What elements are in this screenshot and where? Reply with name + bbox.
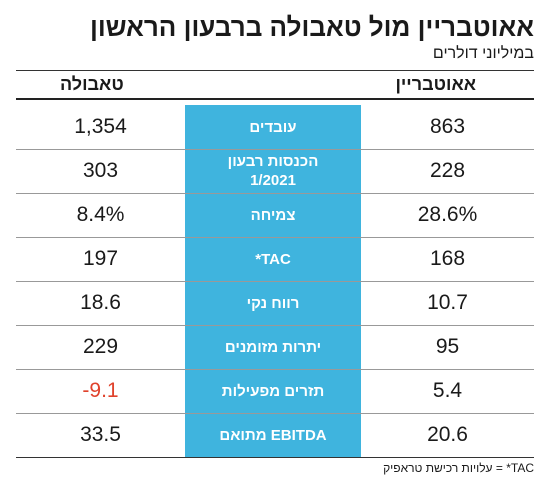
table-row: 197 TAC* 168 (16, 237, 534, 281)
metric-label: TAC* (255, 250, 291, 268)
taboola-value: 303 (82, 159, 119, 182)
chart-title: אאוטבריין מול טאבולה ברבעון הראשון (89, 12, 534, 42)
table-row: 18.6 רווח נקי 10.7 (16, 281, 534, 325)
chart-subtitle: במיליוני דולרים (432, 45, 534, 62)
outbrain-value: 28.6% (417, 203, 478, 226)
outbrain-value: 95 (435, 335, 460, 358)
metric-label: רווח נקי (246, 294, 300, 312)
row-separator (16, 413, 534, 414)
outbrain-value: 10.7 (427, 291, 468, 314)
metric-label: EBITDA מתואם (219, 426, 327, 444)
metric-label: תזרים מפעילות (221, 382, 325, 400)
taboola-value: 229 (82, 335, 119, 358)
row-separator (16, 149, 534, 150)
outbrain-value: 5.4 (432, 379, 463, 402)
outbrain-value: 168 (429, 247, 466, 270)
taboola-value: 18.6 (80, 291, 121, 314)
outbrain-value: 228 (429, 159, 466, 182)
table-row: 33.5 EBITDA מתואם 20.6 (16, 413, 534, 457)
outbrain-value: 863 (429, 115, 466, 138)
header-rule (16, 98, 534, 100)
bottom-rule (16, 457, 534, 458)
table-row: 1,354 עובדים 863 (16, 105, 534, 149)
taboola-value: 8.4% (76, 203, 125, 226)
row-separator (16, 237, 534, 238)
top-rule (16, 70, 534, 71)
metric-label: צמיחה (250, 206, 296, 224)
taboola-value: 1,354 (74, 115, 127, 138)
metric-label: הכנסות רבעון 1/2021 (227, 153, 319, 189)
table-row: 229 יתרות מזומנים 95 (16, 325, 534, 369)
outbrain-value: 20.6 (427, 423, 468, 446)
column-header-outbrain: אאוטבריין (395, 74, 476, 94)
taboola-value: 197 (82, 247, 119, 270)
taboola-value: 33.5 (80, 423, 121, 446)
row-separator (16, 281, 534, 282)
footnote: TAC* = עלויות רכישת טראפיק (383, 461, 534, 475)
row-separator (16, 193, 534, 194)
table-row: -9.1 תזרים מפעילות 5.4 (16, 369, 534, 413)
table-row: 303 הכנסות רבעון 1/2021 228 (16, 149, 534, 193)
table-row: 8.4% צמיחה 28.6% (16, 193, 534, 237)
taboola-value: -9.1 (82, 379, 119, 402)
row-separator (16, 325, 534, 326)
row-separator (16, 369, 534, 370)
column-header-taboola: טאבולה (60, 74, 124, 94)
metric-label: עובדים (249, 118, 297, 136)
metric-label: יתרות מזומנים (224, 338, 322, 356)
